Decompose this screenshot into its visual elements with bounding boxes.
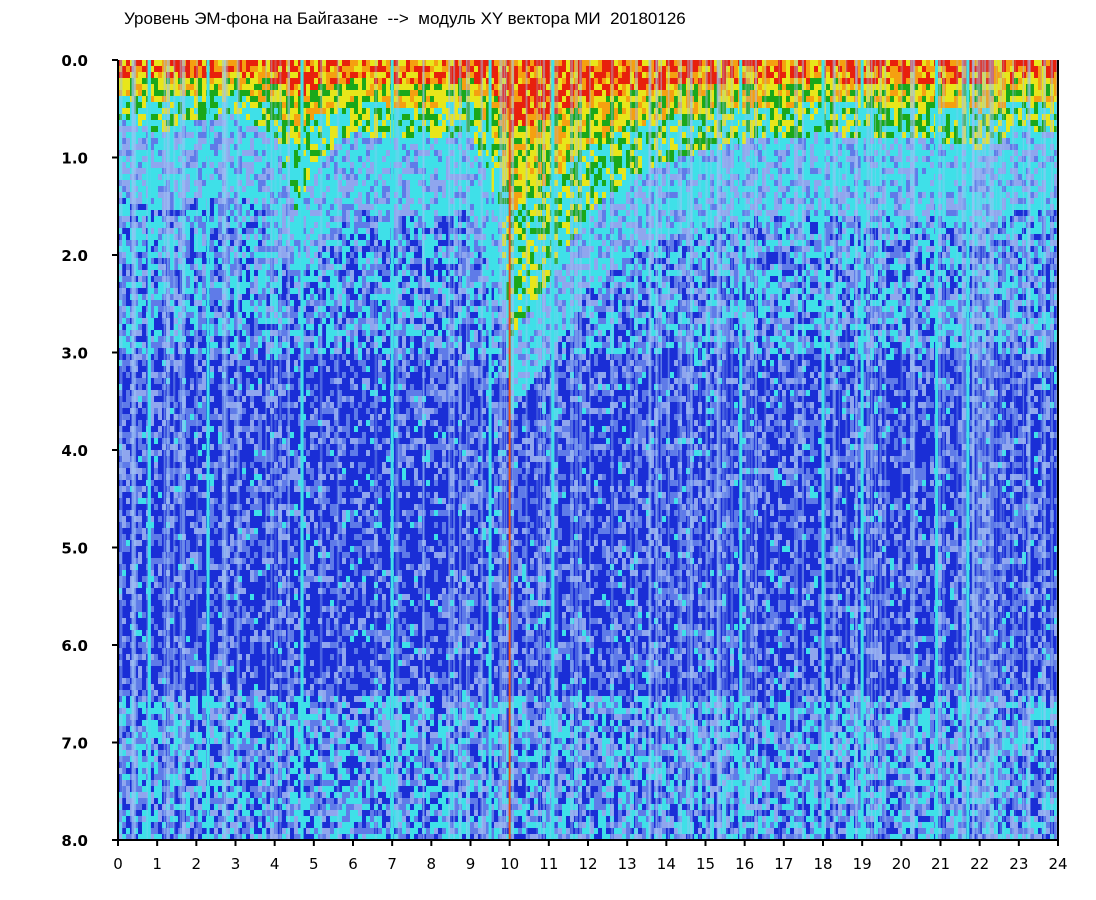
y-tick-label: 7.0 [61,735,88,753]
x-tick-label: 1 [152,855,162,873]
x-tick-label: 5 [309,855,319,873]
x-tick-label: 12 [578,855,597,873]
y-tick-label: 6.0 [61,637,88,655]
y-tick-label: 3.0 [61,345,88,363]
x-tick-label: 4 [270,855,280,873]
heatmap-area [118,60,1058,840]
x-tick-label: 13 [618,855,637,873]
x-tick-label: 15 [696,855,715,873]
x-tick-label: 23 [1009,855,1028,873]
x-tick-label: 14 [657,855,676,873]
x-tick-label: 16 [735,855,754,873]
x-tick-label: 19 [853,855,872,873]
x-tick-label: 21 [931,855,950,873]
x-tick-label: 18 [813,855,832,873]
x-tick-label: 2 [192,855,202,873]
x-tick-label: 17 [774,855,793,873]
y-tick-label: 0.0 [61,52,88,70]
x-tick-label: 24 [1048,855,1067,873]
y-tick-label: 1.0 [61,150,88,168]
y-tick-label: 5.0 [61,540,88,558]
x-tick-label: 20 [892,855,911,873]
x-tick-label: 10 [500,855,519,873]
y-tick-label: 4.0 [61,442,88,460]
x-tick-label: 11 [539,855,558,873]
x-tick-label: 22 [970,855,989,873]
x-tick-label: 6 [348,855,358,873]
x-tick-label: 7 [387,855,397,873]
x-tick-label: 3 [231,855,241,873]
x-tick-label: 8 [427,855,437,873]
x-tick-label: 9 [466,855,476,873]
x-tick-label: 0 [113,855,123,873]
y-tick-label: 2.0 [61,247,88,265]
y-tick-label: 8.0 [61,832,88,850]
